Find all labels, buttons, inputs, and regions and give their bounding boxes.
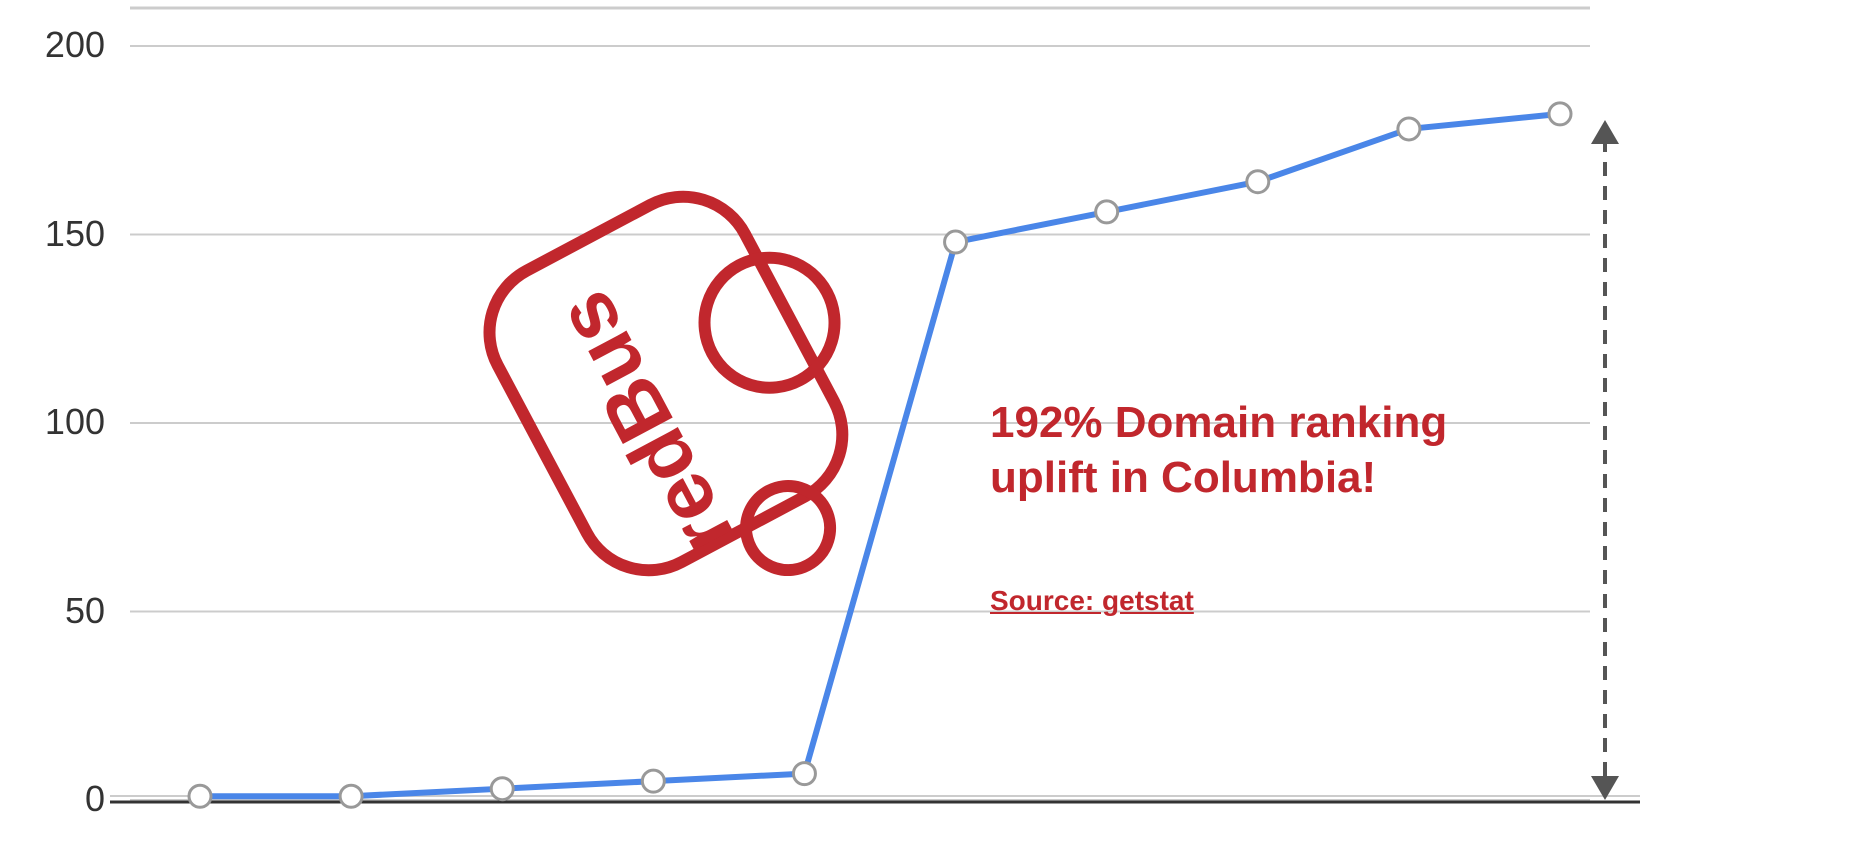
chart-svg bbox=[0, 0, 1874, 844]
y-tick-label: 50 bbox=[15, 590, 105, 632]
y-tick-label: 100 bbox=[15, 401, 105, 443]
source-text: Source: getstat bbox=[990, 585, 1194, 617]
chart-container: redBus 192% Domain ranking uplift in Col… bbox=[0, 0, 1874, 844]
y-tick-label: 150 bbox=[15, 213, 105, 255]
svg-text:redBus: redBus bbox=[538, 277, 751, 569]
annotation-text: 192% Domain ranking uplift in Columbia! bbox=[990, 395, 1560, 505]
y-tick-label: 0 bbox=[15, 778, 105, 820]
y-tick-label: 200 bbox=[15, 24, 105, 66]
